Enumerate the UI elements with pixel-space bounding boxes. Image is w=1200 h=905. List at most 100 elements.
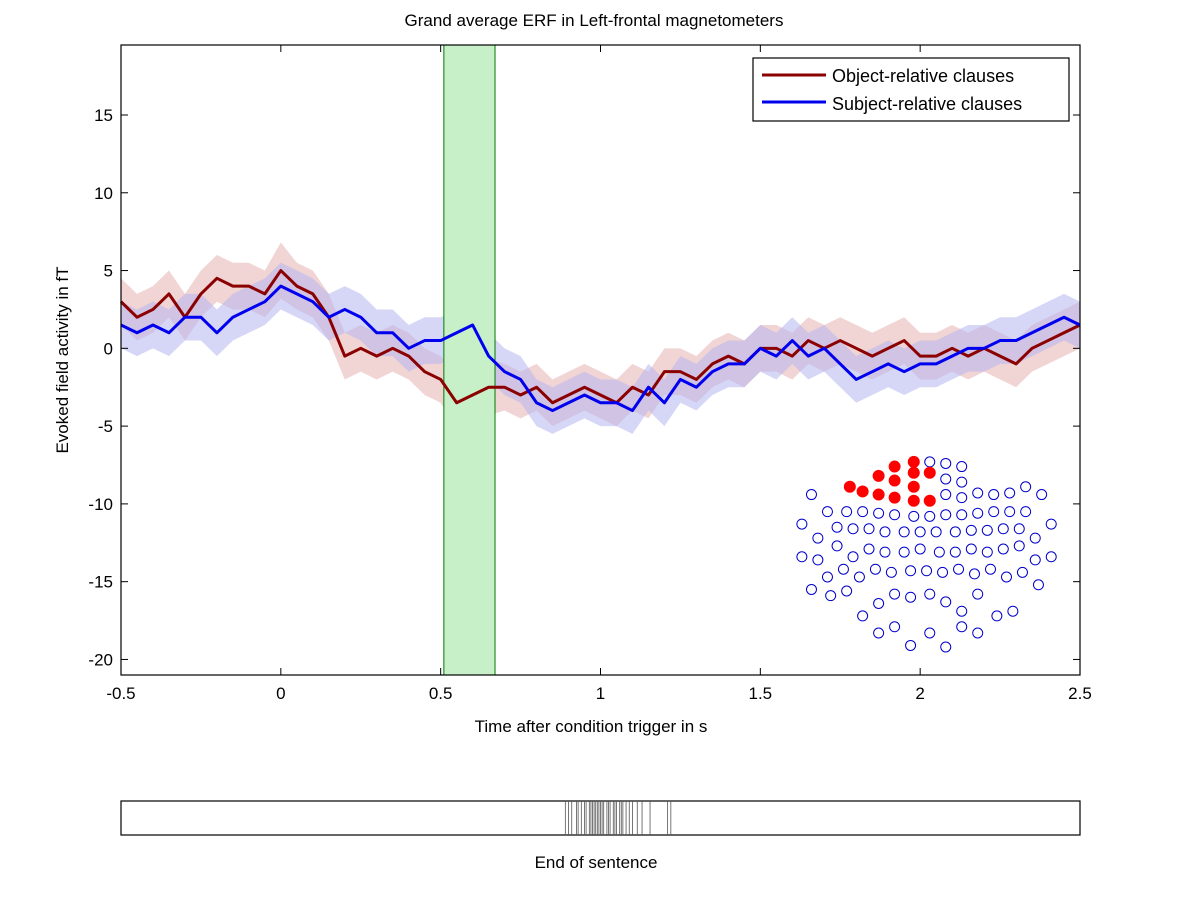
- sensor-marker: [806, 584, 816, 594]
- y-tick-label: -15: [88, 573, 113, 592]
- sensor-marker-selected: [873, 470, 884, 481]
- sensor-marker: [858, 611, 868, 621]
- sensor-marker: [925, 589, 935, 599]
- sensor-marker: [966, 544, 976, 554]
- sensor-marker: [957, 493, 967, 503]
- sensor-marker: [890, 622, 900, 632]
- sensor-marker: [915, 527, 925, 537]
- sensor-marker: [973, 628, 983, 638]
- x-tick-label: 1.5: [749, 684, 773, 703]
- sensor-marker: [989, 490, 999, 500]
- sensor-marker: [870, 564, 880, 574]
- sensor-marker: [832, 541, 842, 551]
- sensor-marker: [957, 462, 967, 472]
- sensor-marker: [1008, 606, 1018, 616]
- x-tick-label: 1: [596, 684, 605, 703]
- sensor-marker: [874, 508, 884, 518]
- sensor-marker: [941, 490, 951, 500]
- sensor-marker: [957, 477, 967, 487]
- sensor-marker: [925, 511, 935, 521]
- band-series-1: [121, 263, 1080, 434]
- sensor-marker: [797, 519, 807, 529]
- sensor-marker-selected: [889, 461, 900, 472]
- y-tick-label: 15: [94, 106, 113, 125]
- sensor-marker: [970, 569, 980, 579]
- sensor-marker: [899, 527, 909, 537]
- sensor-marker: [966, 525, 976, 535]
- x-tick-label: 2: [915, 684, 924, 703]
- sensor-marker: [854, 572, 864, 582]
- sensor-marker: [973, 589, 983, 599]
- sensor-marker: [890, 589, 900, 599]
- sensor-marker: [985, 564, 995, 574]
- sensor-marker: [973, 488, 983, 498]
- sensor-marker-selected: [873, 489, 884, 500]
- sensor-marker: [822, 572, 832, 582]
- sensor-marker: [950, 547, 960, 557]
- sensor-marker: [906, 640, 916, 650]
- sensor-marker: [989, 507, 999, 517]
- sensor-marker: [909, 511, 919, 521]
- x-tick-label: 2.5: [1068, 684, 1092, 703]
- sensor-marker: [832, 522, 842, 532]
- sensor-marker: [1021, 482, 1031, 492]
- sentence-end-raster: End of sentence: [121, 801, 1080, 872]
- sensor-marker: [938, 567, 948, 577]
- sensor-marker: [848, 524, 858, 534]
- sensor-marker: [1005, 488, 1015, 498]
- sensor-marker: [842, 586, 852, 596]
- sensor-marker: [864, 544, 874, 554]
- sensor-marker: [1030, 533, 1040, 543]
- sensor-marker-selected: [908, 456, 919, 467]
- y-tick-label: -20: [88, 650, 113, 669]
- sensor-marker: [842, 507, 852, 517]
- sensor-marker: [880, 527, 890, 537]
- sensor-marker: [858, 507, 868, 517]
- sensor-marker: [941, 458, 951, 468]
- erf-chart: Grand average ERF in Left-frontal magnet…: [53, 11, 1092, 736]
- sensor-marker: [1021, 507, 1031, 517]
- sensor-marker: [826, 591, 836, 601]
- sensor-marker: [1037, 490, 1047, 500]
- y-tick-label: 10: [94, 184, 113, 203]
- legend: Object-relative clauses Subject-relative…: [753, 58, 1069, 121]
- sensor-marker: [1005, 507, 1015, 517]
- sensor-marker: [1046, 552, 1056, 562]
- sensor-marker: [874, 598, 884, 608]
- sensor-marker: [1001, 572, 1011, 582]
- sensor-marker: [941, 474, 951, 484]
- sensor-marker: [906, 592, 916, 602]
- sensor-marker: [880, 547, 890, 557]
- sensor-marker: [1046, 519, 1056, 529]
- x-axis-label: Time after condition trigger in s: [475, 717, 708, 736]
- sensor-marker: [1030, 555, 1040, 565]
- sensor-marker: [941, 642, 951, 652]
- legend-label-subject: Subject-relative clauses: [832, 94, 1022, 114]
- sensor-marker: [899, 547, 909, 557]
- sensor-marker: [992, 611, 1002, 621]
- sensor-marker-selected: [857, 486, 868, 497]
- y-tick-label: 0: [104, 339, 113, 358]
- sensor-marker: [998, 524, 1008, 534]
- sensor-marker: [915, 544, 925, 554]
- sensor-marker-selected: [844, 481, 855, 492]
- sensor-marker: [1014, 541, 1024, 551]
- sensor-marker: [950, 527, 960, 537]
- sensor-marker-selected: [908, 467, 919, 478]
- sensor-marker: [954, 564, 964, 574]
- sensor-marker: [973, 508, 983, 518]
- sensor-layout: [797, 456, 1056, 652]
- sensor-marker: [797, 552, 807, 562]
- sensor-marker: [931, 527, 941, 537]
- highlight-window: [444, 45, 495, 675]
- sensor-marker: [1014, 524, 1024, 534]
- sensor-marker: [906, 566, 916, 576]
- sensor-marker: [806, 490, 816, 500]
- sensor-marker: [886, 567, 896, 577]
- y-tick-label: -5: [98, 417, 113, 436]
- sensor-marker: [957, 510, 967, 520]
- sensor-marker: [874, 628, 884, 638]
- sensor-marker-selected: [889, 492, 900, 503]
- x-tick-label: 0: [276, 684, 285, 703]
